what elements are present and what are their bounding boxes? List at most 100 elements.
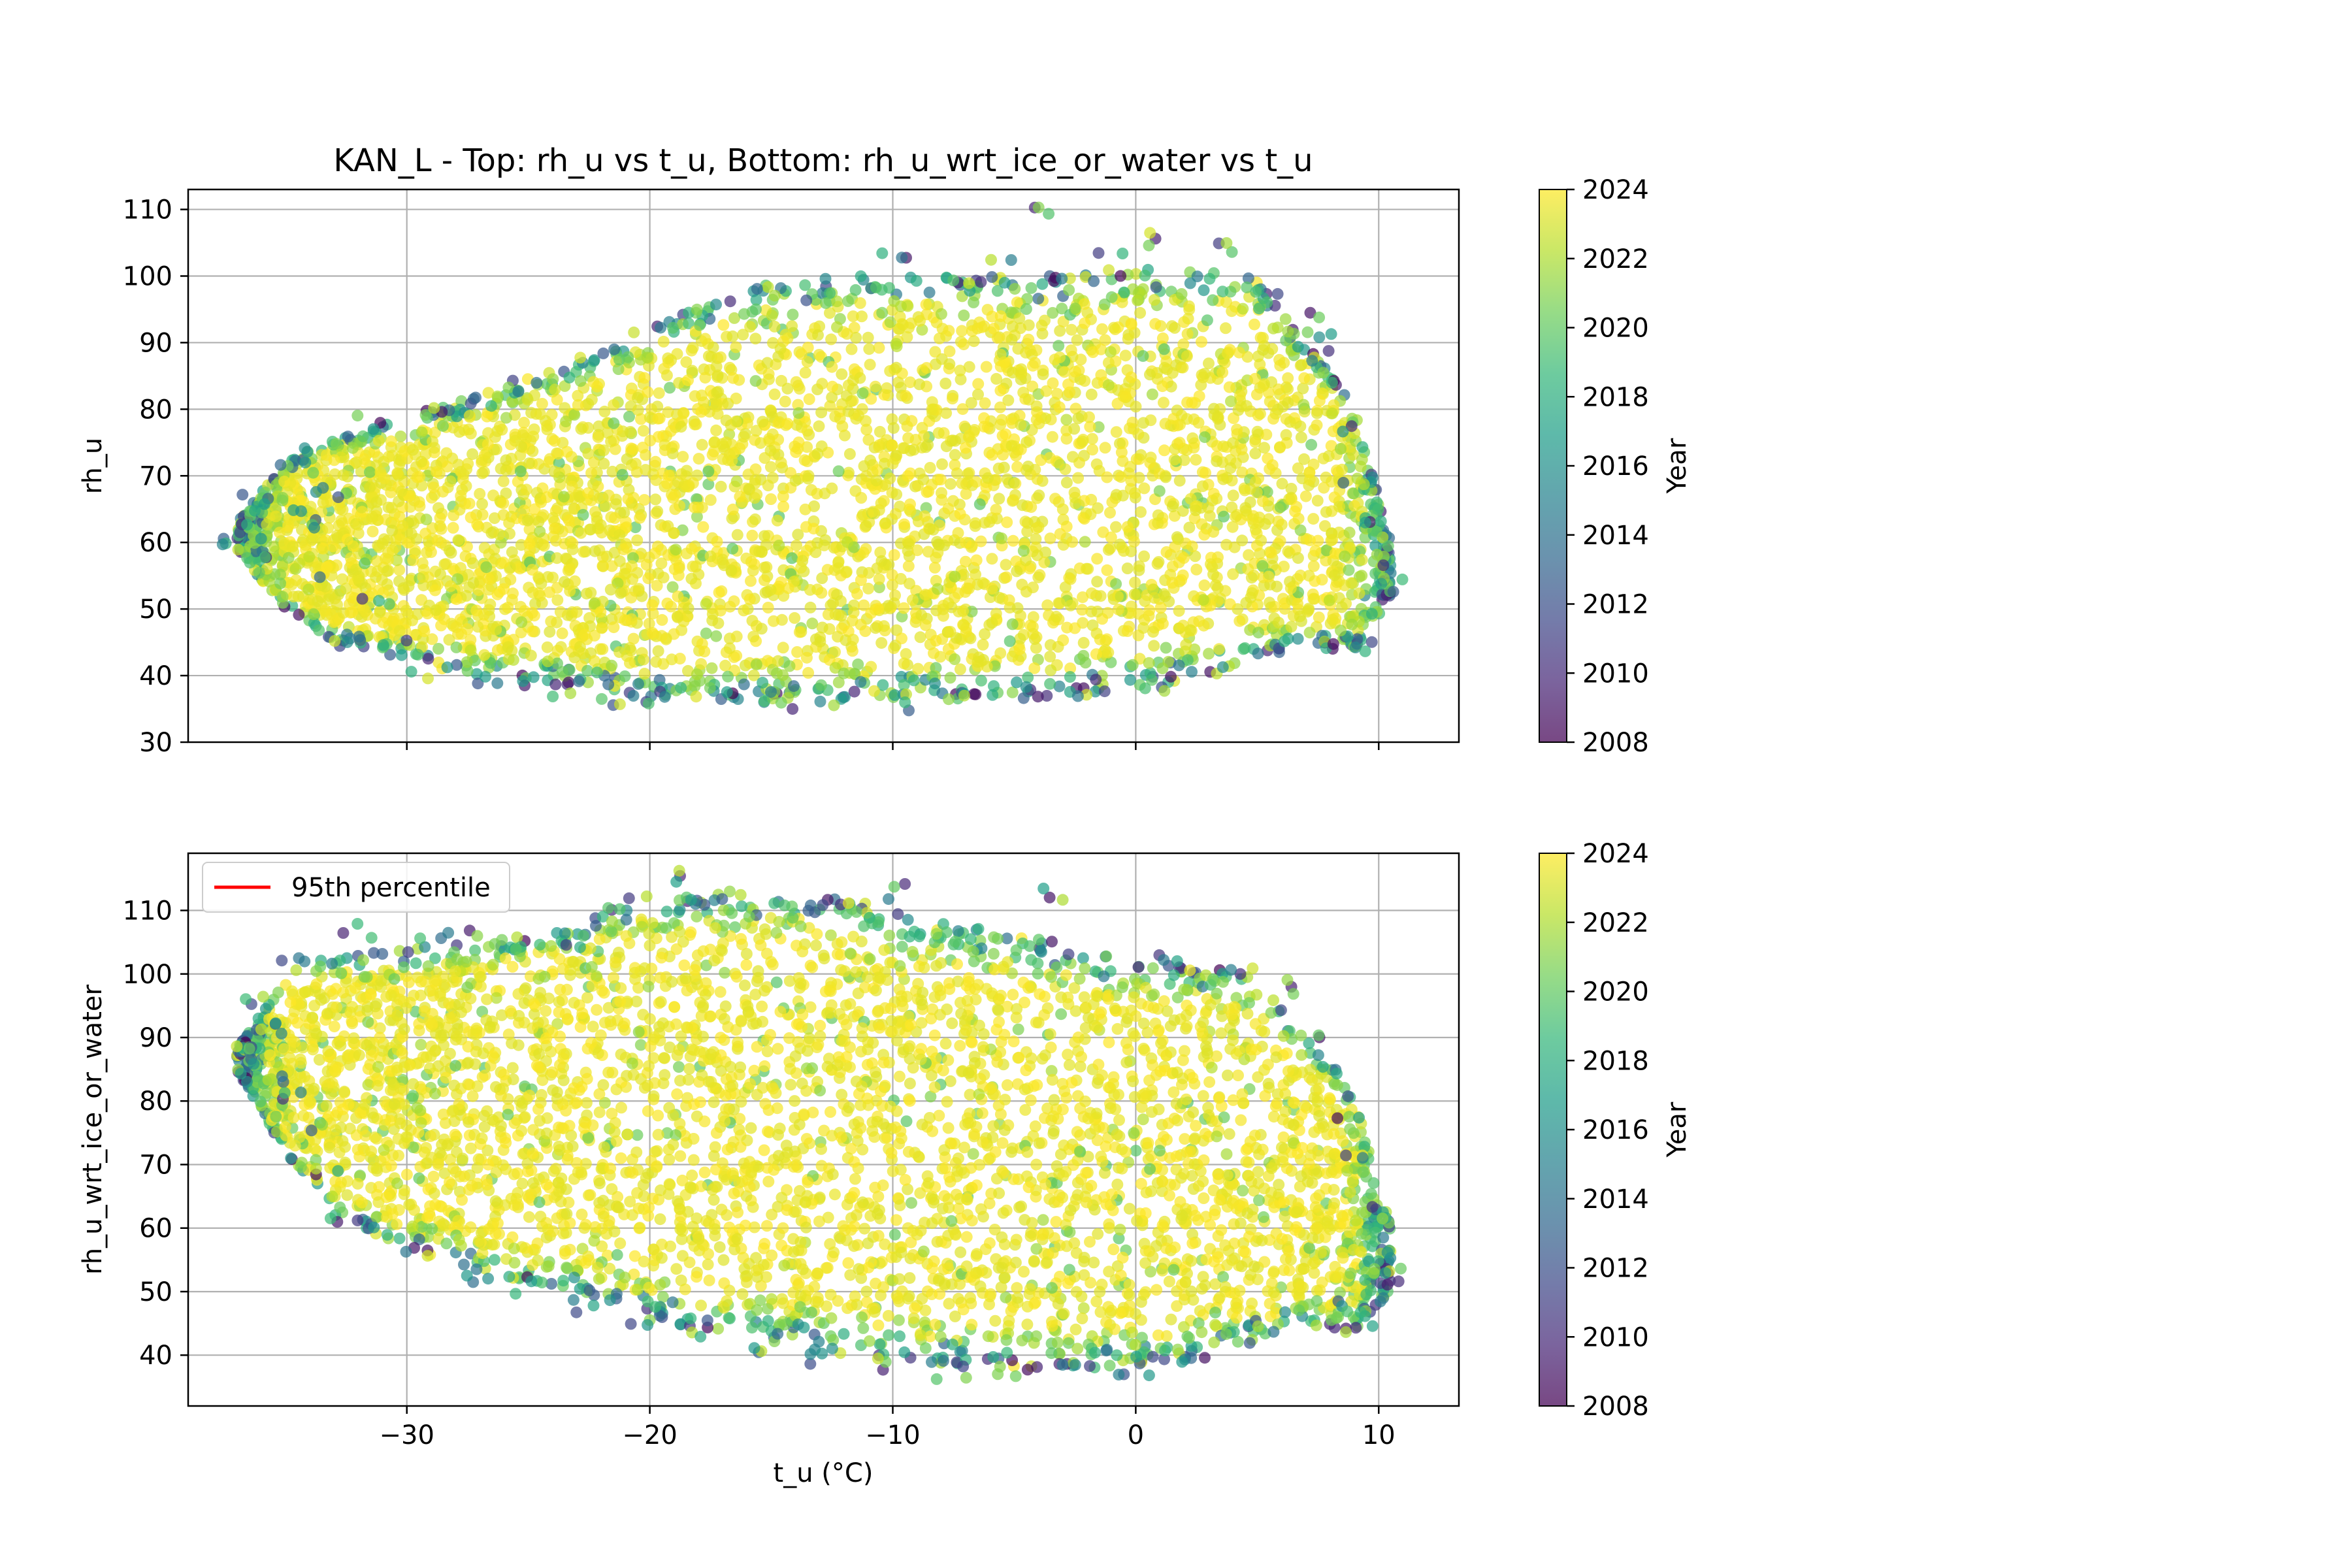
scatter-point	[504, 527, 515, 540]
scatter-point	[332, 532, 344, 544]
scatter-point	[1148, 294, 1160, 306]
scatter-point	[1173, 436, 1186, 449]
scatter-point	[668, 527, 680, 539]
scatter-point	[1102, 379, 1115, 391]
scatter-point	[436, 419, 449, 432]
scatter-point	[990, 372, 1003, 385]
scatter-point	[391, 554, 403, 566]
scatter-point	[1047, 377, 1059, 389]
scatter-point	[1124, 607, 1137, 619]
scatter-point	[691, 510, 703, 523]
scatter-point	[652, 412, 664, 425]
scatter-point	[829, 645, 841, 658]
scatter-point	[1190, 453, 1202, 466]
colorbar-label-top: Year	[1662, 438, 1692, 494]
scatter-point	[584, 523, 596, 536]
scatter-point	[1022, 461, 1034, 472]
scatter-point	[826, 361, 838, 373]
scatter-point	[1102, 544, 1115, 556]
scatter-point	[367, 525, 379, 538]
scatter-point	[968, 335, 980, 348]
scatter-point	[405, 666, 417, 678]
scatter-point	[913, 378, 926, 391]
scatter-point	[502, 602, 514, 613]
scatter-point	[949, 570, 961, 583]
scatter-point	[942, 1122, 955, 1134]
scatter-point	[385, 502, 398, 514]
scatter-point	[336, 573, 348, 585]
scatter-point	[1356, 453, 1368, 466]
scatter-point	[416, 455, 427, 468]
scatter-point	[307, 466, 319, 479]
scatter-point	[1022, 333, 1035, 346]
scatter-point	[342, 431, 354, 443]
scatter-point	[809, 633, 822, 645]
scatter-point	[642, 572, 655, 585]
scatter-point	[1192, 417, 1205, 429]
scatter-point	[750, 659, 762, 671]
scatter-point	[687, 342, 699, 354]
scatter-point	[1239, 642, 1251, 654]
scatter-point	[760, 539, 772, 551]
scatter-point	[683, 318, 694, 329]
scatter-point	[765, 493, 777, 505]
scatter-point	[802, 666, 815, 679]
scatter-point	[1240, 596, 1252, 609]
scatter-point	[1090, 648, 1102, 661]
scatter-point	[404, 500, 416, 513]
scatter-point	[749, 375, 762, 387]
scatter-point	[979, 397, 991, 410]
scatter-point	[549, 678, 562, 691]
scatter-point	[1333, 592, 1345, 604]
scatter-point	[1139, 595, 1151, 607]
scatter-point	[1017, 545, 1030, 557]
scatter-point	[1017, 386, 1030, 399]
scatter-point	[1025, 282, 1037, 294]
scatter-point	[1304, 306, 1316, 319]
scatter-point	[724, 361, 736, 374]
scatter-point	[893, 1070, 906, 1083]
scatter-point	[249, 504, 261, 517]
scatter-point	[1201, 314, 1213, 327]
scatter-point	[994, 418, 1007, 431]
scatter-point	[689, 501, 700, 514]
scatter-point	[1173, 605, 1185, 617]
scatter-point	[302, 583, 315, 596]
scatter-point	[455, 466, 467, 478]
scatter-point	[1081, 689, 1093, 701]
scatter-point	[887, 457, 899, 470]
y-tick-label: 50	[139, 595, 172, 625]
scatter-point	[965, 397, 977, 409]
scatter-point	[1115, 446, 1128, 459]
scatter-point	[1021, 525, 1034, 538]
scatter-point	[627, 690, 640, 702]
scatter-point	[420, 514, 433, 526]
scatter-point	[1242, 563, 1254, 576]
scatter-point	[975, 674, 987, 687]
scatter-point	[1064, 573, 1077, 585]
scatter-point	[1032, 691, 1044, 703]
scatter-point	[1195, 379, 1207, 391]
scatter-point	[515, 627, 527, 639]
scatter-point	[1000, 559, 1012, 571]
scatter-point	[996, 532, 1008, 544]
scatter-point	[724, 885, 736, 898]
scatter-point	[1343, 564, 1355, 576]
y-tick-label: 80	[139, 395, 172, 425]
scatter-point	[1056, 503, 1069, 515]
scatter-point	[444, 580, 457, 593]
scatter-point	[1053, 340, 1065, 352]
scatter-point	[722, 670, 734, 683]
scatter-point	[825, 333, 838, 346]
scatter-point	[619, 614, 631, 627]
scatter-point	[467, 577, 480, 589]
scatter-point	[642, 697, 655, 710]
scatter-point	[1088, 275, 1100, 287]
scatter-point	[695, 658, 708, 670]
scatter-point	[655, 321, 667, 334]
scatter-point	[870, 282, 882, 294]
scatter-point	[970, 554, 983, 566]
scatter-point	[377, 639, 389, 651]
